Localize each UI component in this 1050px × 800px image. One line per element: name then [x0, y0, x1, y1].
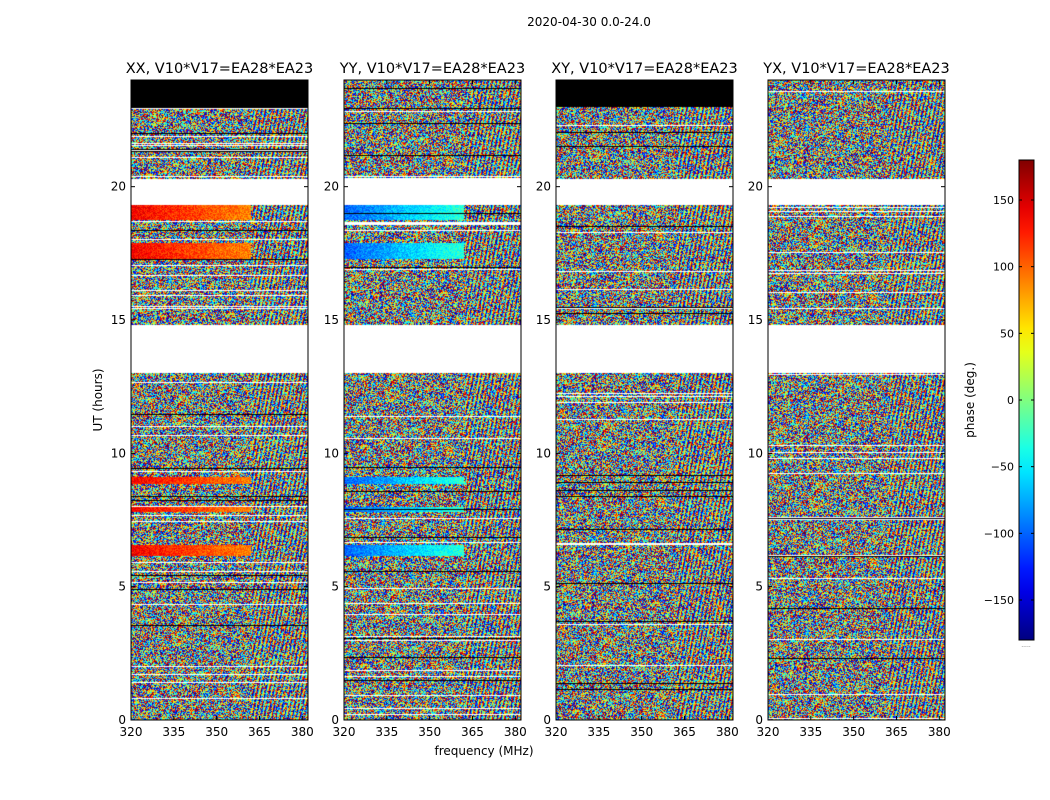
y-tick-label: 20 — [536, 180, 551, 194]
figure-suptitle: 2020-04-30 0.0-24.0 — [527, 15, 651, 29]
x-tick-label: 350 — [842, 725, 865, 739]
colorbar-label: phase (deg.) — [963, 362, 977, 438]
colorbar-tick-label: 50 — [1000, 327, 1014, 340]
panels-group: XX, V10*V17=EA28*EA23 320 335 350 365 380 0 5 10… — [111, 61, 951, 739]
colorbar-tick-label: −150 — [984, 594, 1014, 607]
colorbar-tick-label: −100 — [984, 527, 1014, 540]
x-tick-label: 350 — [418, 725, 441, 739]
x-tick-label: 320 — [757, 725, 780, 739]
panel-title: YX, V10*V17=EA28*EA23 — [762, 61, 949, 77]
x-tick-label: 365 — [248, 725, 271, 739]
y-tick-label: 10 — [536, 446, 551, 460]
y-tick-label: 20 — [324, 180, 339, 194]
y-tick-label: 0 — [331, 713, 339, 727]
y-tick-label: 5 — [118, 580, 126, 594]
x-tick-label: 320 — [120, 725, 143, 739]
x-tick-label: 365 — [461, 725, 484, 739]
panel-title: YY, V10*V17=EA28*EA23 — [339, 61, 525, 77]
panel-2: YY, V10*V17=EA28*EA23 320 335 350 365 380 0 5 10… — [324, 61, 527, 739]
colorbar-tick-label: −50 — [991, 461, 1014, 474]
panel-3: XY, V10*V17=EA28*EA23 320 335 350 365 380 0 5 10… — [536, 61, 739, 739]
panel-frame — [130, 79, 309, 721]
y-tick-label: 15 — [324, 313, 339, 327]
x-tick-label: 335 — [375, 725, 398, 739]
x-tick-label: 350 — [630, 725, 653, 739]
y-tick-label: 0 — [755, 713, 763, 727]
x-tick-label: 350 — [205, 725, 228, 739]
y-tick-label: 10 — [324, 446, 339, 460]
colorbar-tick-label: 150 — [993, 194, 1014, 207]
y-tick-label: 0 — [118, 713, 126, 727]
y-tick-label: 15 — [536, 313, 551, 327]
panel-4: YX, V10*V17=EA28*EA23 320 335 350 365 380 0 5 10… — [748, 61, 951, 739]
y-tick-label: 15 — [748, 313, 763, 327]
phase-heatmap — [131, 80, 308, 720]
phase-heatmap — [768, 80, 945, 720]
phase-heatmap — [344, 80, 521, 720]
x-tick-label: 380 — [504, 725, 527, 739]
x-tick-label: 380 — [291, 725, 314, 739]
x-tick-label: 380 — [716, 725, 739, 739]
y-tick-label: 0 — [543, 713, 551, 727]
x-tick-label: 335 — [162, 725, 185, 739]
panel-frame — [767, 79, 946, 721]
y-tick-label: 20 — [748, 180, 763, 194]
x-tick-label: 320 — [545, 725, 568, 739]
panel-frame — [555, 79, 734, 721]
colorbar-footer: ..... — [1021, 642, 1031, 649]
x-tick-label: 320 — [333, 725, 356, 739]
y-tick-label: 10 — [748, 446, 763, 460]
colorbar-tick-label: 100 — [993, 261, 1014, 274]
y-tick-label: 10 — [111, 446, 126, 460]
colorbar-tick-label: 0 — [1007, 394, 1014, 407]
x-tick-label: 380 — [928, 725, 951, 739]
x-tick-label: 365 — [885, 725, 908, 739]
panel-title: XY, V10*V17=EA28*EA23 — [551, 61, 737, 77]
panel-frame — [343, 79, 522, 721]
y-tick-label: 5 — [331, 580, 339, 594]
panel-1: XX, V10*V17=EA28*EA23 320 335 350 365 380 0 5 10… — [111, 61, 314, 739]
y-axis-label: UT (hours) — [91, 368, 105, 431]
y-tick-label: 20 — [111, 180, 126, 194]
x-axis-label: frequency (MHz) — [434, 744, 533, 758]
y-tick-label: 15 — [111, 313, 126, 327]
x-tick-label: 335 — [587, 725, 610, 739]
colorbar: 150 100 50 0 −50 −100 −150 — [984, 159, 1035, 641]
panel-title: XX, V10*V17=EA28*EA23 — [126, 61, 314, 77]
y-tick-label: 5 — [755, 580, 763, 594]
phase-heatmap — [556, 80, 733, 720]
x-tick-label: 335 — [799, 725, 822, 739]
y-tick-label: 5 — [543, 580, 551, 594]
x-tick-label: 365 — [673, 725, 696, 739]
